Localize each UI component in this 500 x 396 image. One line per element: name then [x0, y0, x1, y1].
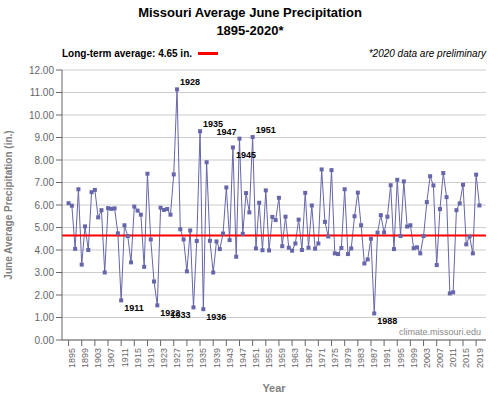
- svg-text:1935: 1935: [198, 348, 208, 368]
- svg-text:1999: 1999: [409, 348, 419, 368]
- svg-text:1895: 1895: [67, 348, 77, 368]
- svg-text:1919: 1919: [146, 348, 156, 368]
- svg-text:1959: 1959: [277, 348, 287, 368]
- svg-text:4.00: 4.00: [35, 245, 55, 256]
- svg-text:1979: 1979: [343, 348, 353, 368]
- svg-text:1987: 1987: [369, 348, 379, 368]
- svg-text:1939: 1939: [212, 348, 222, 368]
- svg-text:9.00: 9.00: [35, 132, 55, 143]
- svg-text:1911: 1911: [120, 348, 130, 367]
- svg-text:1915: 1915: [133, 348, 143, 368]
- svg-text:2011: 2011: [448, 348, 458, 367]
- svg-text:2003: 2003: [422, 348, 432, 368]
- svg-text:1935: 1935: [203, 119, 224, 130]
- svg-text:8.00: 8.00: [35, 155, 55, 166]
- svg-text:1975: 1975: [330, 348, 340, 368]
- svg-text:3.00: 3.00: [35, 267, 55, 278]
- svg-text:1945: 1945: [236, 150, 256, 160]
- html-text:Missouri Average June Precipit: Missouri Average June Precipitation: [138, 5, 362, 20]
- svg-text:2007: 2007: [435, 348, 445, 368]
- svg-text:1963: 1963: [290, 348, 300, 368]
- svg-text:12.00: 12.00: [29, 65, 54, 76]
- svg-text:Year: Year: [262, 382, 286, 394]
- svg-text:climate.missouri.edu: climate.missouri.edu: [399, 327, 481, 337]
- svg-text:1983: 1983: [356, 348, 366, 368]
- svg-text:1995: 1995: [396, 348, 406, 368]
- svg-text:11.00: 11.00: [30, 87, 55, 98]
- svg-text:1955: 1955: [264, 348, 274, 368]
- svg-text:1947: 1947: [216, 127, 236, 137]
- svg-text:June Average Precipitation (in: June Average Precipitation (in.): [8, 130, 14, 279]
- svg-text:10.00: 10.00: [29, 110, 54, 121]
- svg-text:1947: 1947: [238, 348, 248, 368]
- svg-text:1.00: 1.00: [35, 312, 55, 323]
- svg-text:6.00: 6.00: [35, 200, 55, 211]
- svg-text:1923: 1923: [159, 348, 169, 368]
- svg-text:1927: 1927: [172, 348, 182, 368]
- svg-text:1951: 1951: [256, 125, 276, 135]
- svg-text:1933: 1933: [170, 310, 190, 320]
- svg-text:1943: 1943: [225, 348, 235, 368]
- html-text:Long-term average: 4.65 in.: Long-term average: 4.65 in.: [62, 47, 192, 59]
- html-text:1895-2020*: 1895-2020*: [216, 23, 284, 38]
- svg-text:2015: 2015: [461, 348, 471, 368]
- svg-text:1951: 1951: [251, 348, 261, 368]
- svg-text:5.00: 5.00: [35, 222, 55, 233]
- svg-text:1903: 1903: [93, 348, 103, 368]
- svg-text:1971: 1971: [317, 348, 327, 368]
- svg-text:1928: 1928: [180, 77, 200, 87]
- html-text:*2020 data are preliminary: *2020 data are preliminary: [368, 47, 486, 59]
- svg-text:1991: 1991: [382, 348, 392, 368]
- svg-text:1899: 1899: [80, 348, 90, 368]
- svg-text:1967: 1967: [304, 348, 314, 368]
- svg-text:1931: 1931: [185, 348, 195, 368]
- svg-text:2019: 2019: [475, 348, 485, 368]
- svg-text:7.00: 7.00: [35, 177, 55, 188]
- svg-text:1988: 1988: [377, 316, 397, 326]
- svg-text:1911: 1911: [124, 303, 144, 313]
- svg-text:1907: 1907: [106, 348, 116, 368]
- svg-text:0.00: 0.00: [35, 335, 55, 346]
- svg-text:2.00: 2.00: [35, 290, 55, 301]
- svg-text:1936: 1936: [206, 312, 226, 322]
